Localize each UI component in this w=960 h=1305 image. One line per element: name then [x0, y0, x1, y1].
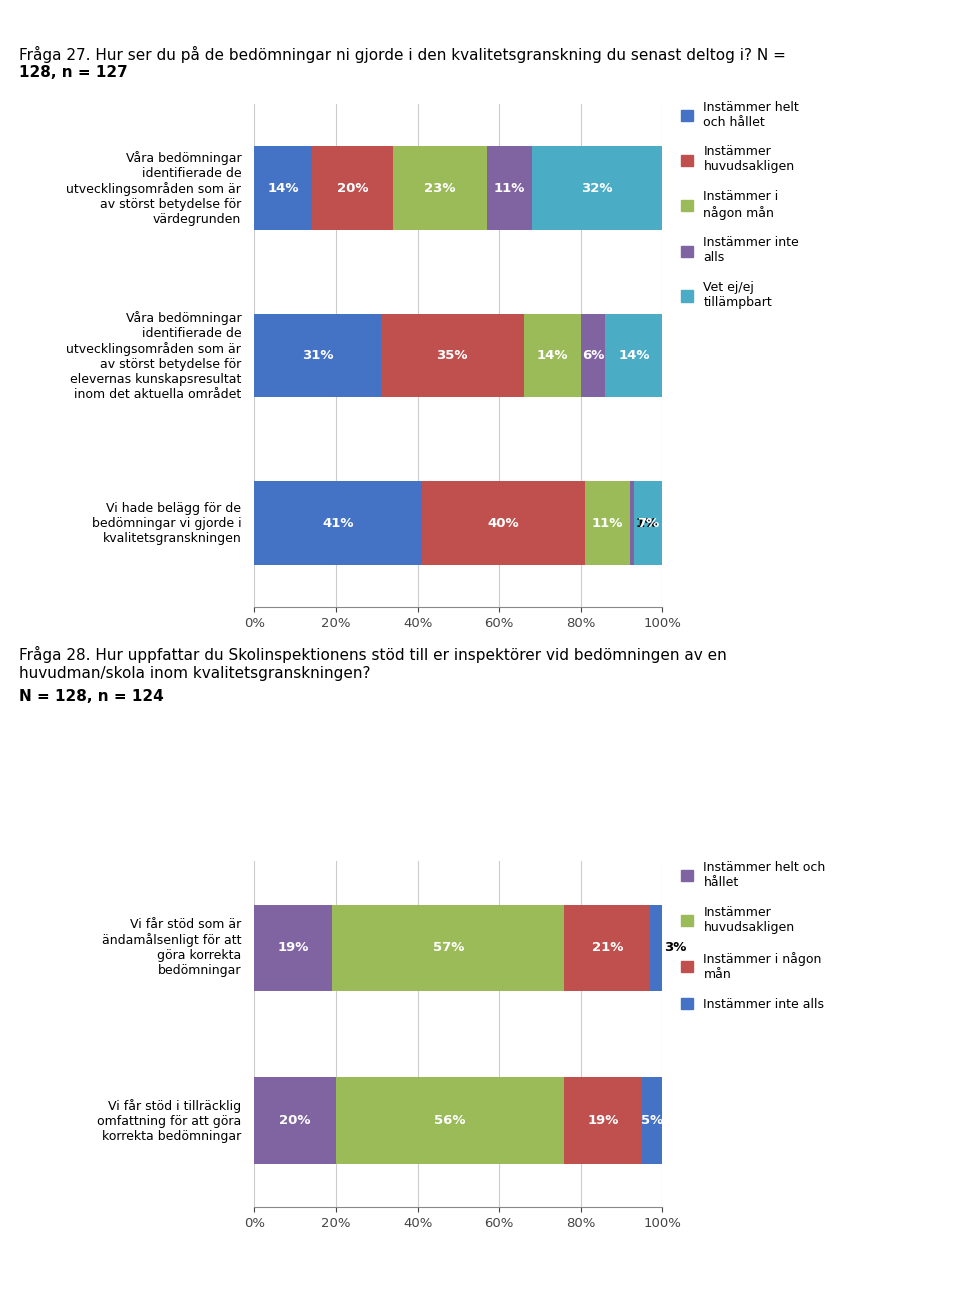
Bar: [585, 482, 630, 565]
Bar: [630, 482, 634, 565]
Text: 19%: 19%: [588, 1114, 619, 1128]
Text: 20%: 20%: [279, 1114, 311, 1128]
Text: 3%: 3%: [664, 941, 686, 954]
Bar: [642, 1078, 662, 1164]
Bar: [581, 313, 605, 398]
Text: 19%: 19%: [277, 941, 309, 954]
Text: 32%: 32%: [582, 181, 612, 194]
Bar: [381, 313, 524, 398]
Text: 35%: 35%: [437, 350, 468, 361]
Text: Fråga 27. Hur ser du på de bedömningar ni gjorde i den kvalitetsgranskning du se: Fråga 27. Hur ser du på de bedömningar n…: [19, 46, 786, 63]
Text: huvudman/skola inom kvalitetsgranskningen?: huvudman/skola inom kvalitetsgranskninge…: [19, 666, 371, 680]
Text: 6%: 6%: [582, 350, 604, 361]
Bar: [254, 146, 311, 230]
Bar: [524, 313, 581, 398]
Text: 40%: 40%: [488, 517, 519, 530]
Text: 5%: 5%: [641, 1114, 663, 1128]
Text: 1%: 1%: [636, 517, 659, 530]
Text: 23%: 23%: [424, 181, 456, 194]
Text: 14%: 14%: [267, 181, 299, 194]
Legend: Instämmer helt och
hållet, Instämmer
huvudsakligen, Instämmer i någon
mån, Instä: Instämmer helt och hållet, Instämmer huv…: [681, 860, 826, 1011]
Bar: [532, 146, 662, 230]
Text: 41%: 41%: [323, 517, 354, 530]
Bar: [634, 482, 662, 565]
Bar: [254, 1078, 336, 1164]
Bar: [254, 482, 421, 565]
Text: 31%: 31%: [301, 350, 333, 361]
Text: 11%: 11%: [591, 517, 623, 530]
Text: 7%: 7%: [637, 517, 660, 530]
Text: 20%: 20%: [337, 181, 368, 194]
Bar: [332, 904, 564, 990]
Bar: [394, 146, 487, 230]
Bar: [421, 482, 585, 565]
Bar: [487, 146, 532, 230]
Legend: Instämmer helt
och hållet, Instämmer
huvudsakligen, Instämmer i
någon mån, Instä: Instämmer helt och hållet, Instämmer huv…: [681, 100, 799, 309]
Text: 21%: 21%: [591, 941, 623, 954]
Text: 128, n = 127: 128, n = 127: [19, 65, 128, 80]
Text: 14%: 14%: [537, 350, 568, 361]
Bar: [336, 1078, 564, 1164]
Text: 14%: 14%: [618, 350, 650, 361]
Bar: [605, 313, 662, 398]
Bar: [311, 146, 394, 230]
Bar: [564, 904, 650, 990]
Text: N = 128, n = 124: N = 128, n = 124: [19, 689, 164, 703]
Text: 57%: 57%: [433, 941, 464, 954]
Bar: [254, 313, 381, 398]
Text: Fråga 28. Hur uppfattar du Skolinspektionens stöd till er inspektörer vid bedömn: Fråga 28. Hur uppfattar du Skolinspektio…: [19, 646, 727, 663]
Text: 56%: 56%: [435, 1114, 466, 1128]
Bar: [650, 904, 662, 990]
Text: 11%: 11%: [493, 181, 525, 194]
Bar: [254, 904, 332, 990]
Bar: [564, 1078, 642, 1164]
